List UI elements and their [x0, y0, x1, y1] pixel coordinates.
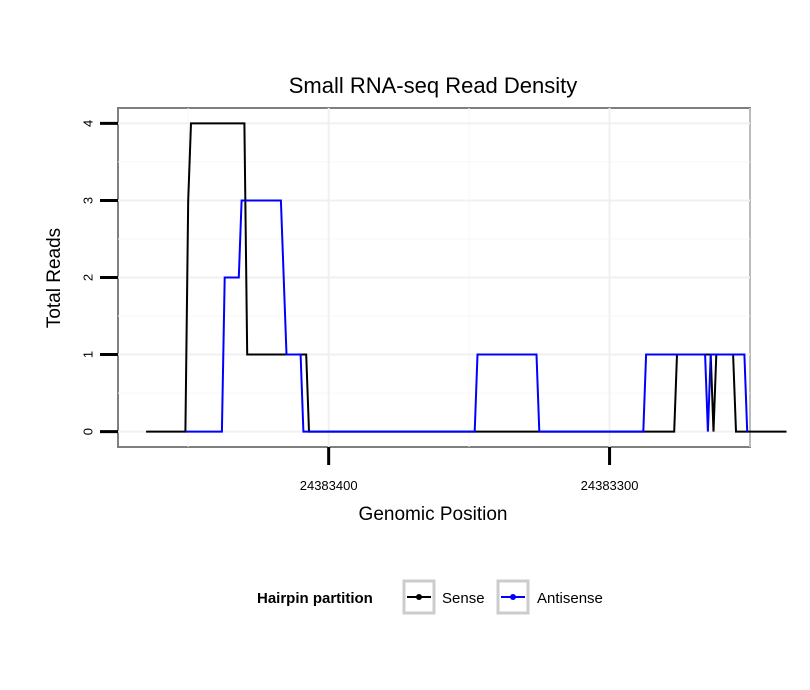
x-tick-label: 24383300 — [581, 478, 639, 493]
y-axis: 0 1 2 3 4 — [81, 120, 118, 435]
y-tick-label: 2 — [81, 274, 96, 281]
y-tick-label: 0 — [81, 428, 96, 435]
y-tick-label: 4 — [81, 120, 96, 127]
x-tick-label: 24383400 — [300, 478, 358, 493]
legend-label-sense: Sense — [442, 590, 485, 607]
legend-point-sense — [416, 594, 422, 600]
y-tick-label: 1 — [81, 351, 96, 358]
legend-point-antisense — [510, 594, 516, 600]
chart-title: Small RNA-seq Read Density — [289, 73, 578, 98]
series-line-antisense — [185, 199, 749, 433]
series-layer — [146, 122, 787, 433]
legend-title: Hairpin partition — [257, 590, 373, 607]
x-axis-title: Genomic Position — [359, 504, 508, 525]
y-axis-title: Total Reads — [44, 228, 65, 328]
legend-label-antisense: Antisense — [537, 590, 603, 607]
y-tick-label: 3 — [81, 197, 96, 204]
legend: Hairpin partition Sense Antisense — [257, 579, 603, 615]
x-axis: 24383400 24383300 — [300, 447, 639, 493]
